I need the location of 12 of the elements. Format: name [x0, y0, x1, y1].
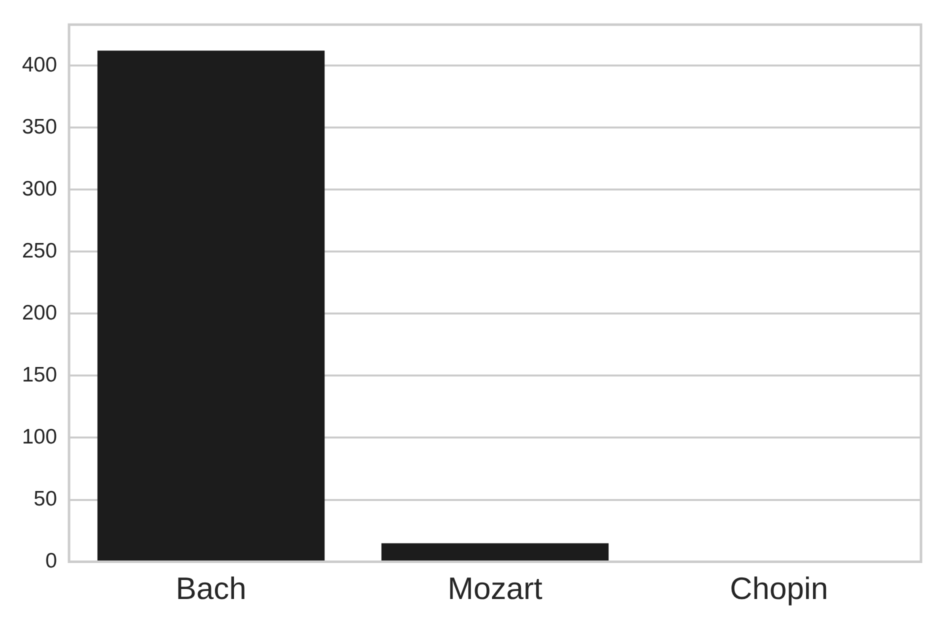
y-tick-label: 250 — [22, 239, 58, 262]
y-tick-label: 100 — [22, 426, 58, 449]
y-tick-label: 150 — [22, 364, 58, 386]
x-tick-label: Bach — [176, 570, 246, 606]
y-tick-label: 300 — [22, 177, 58, 200]
y-tick-label: 0 — [45, 550, 58, 573]
y-tick-label: 200 — [22, 301, 58, 324]
x-tick-label: Mozart — [448, 570, 543, 606]
y-tick-label: 400 — [22, 53, 58, 76]
x-tick-label: Chopin — [730, 570, 828, 606]
y-tick-label: 50 — [34, 488, 58, 511]
y-tick-label: 350 — [22, 115, 58, 138]
